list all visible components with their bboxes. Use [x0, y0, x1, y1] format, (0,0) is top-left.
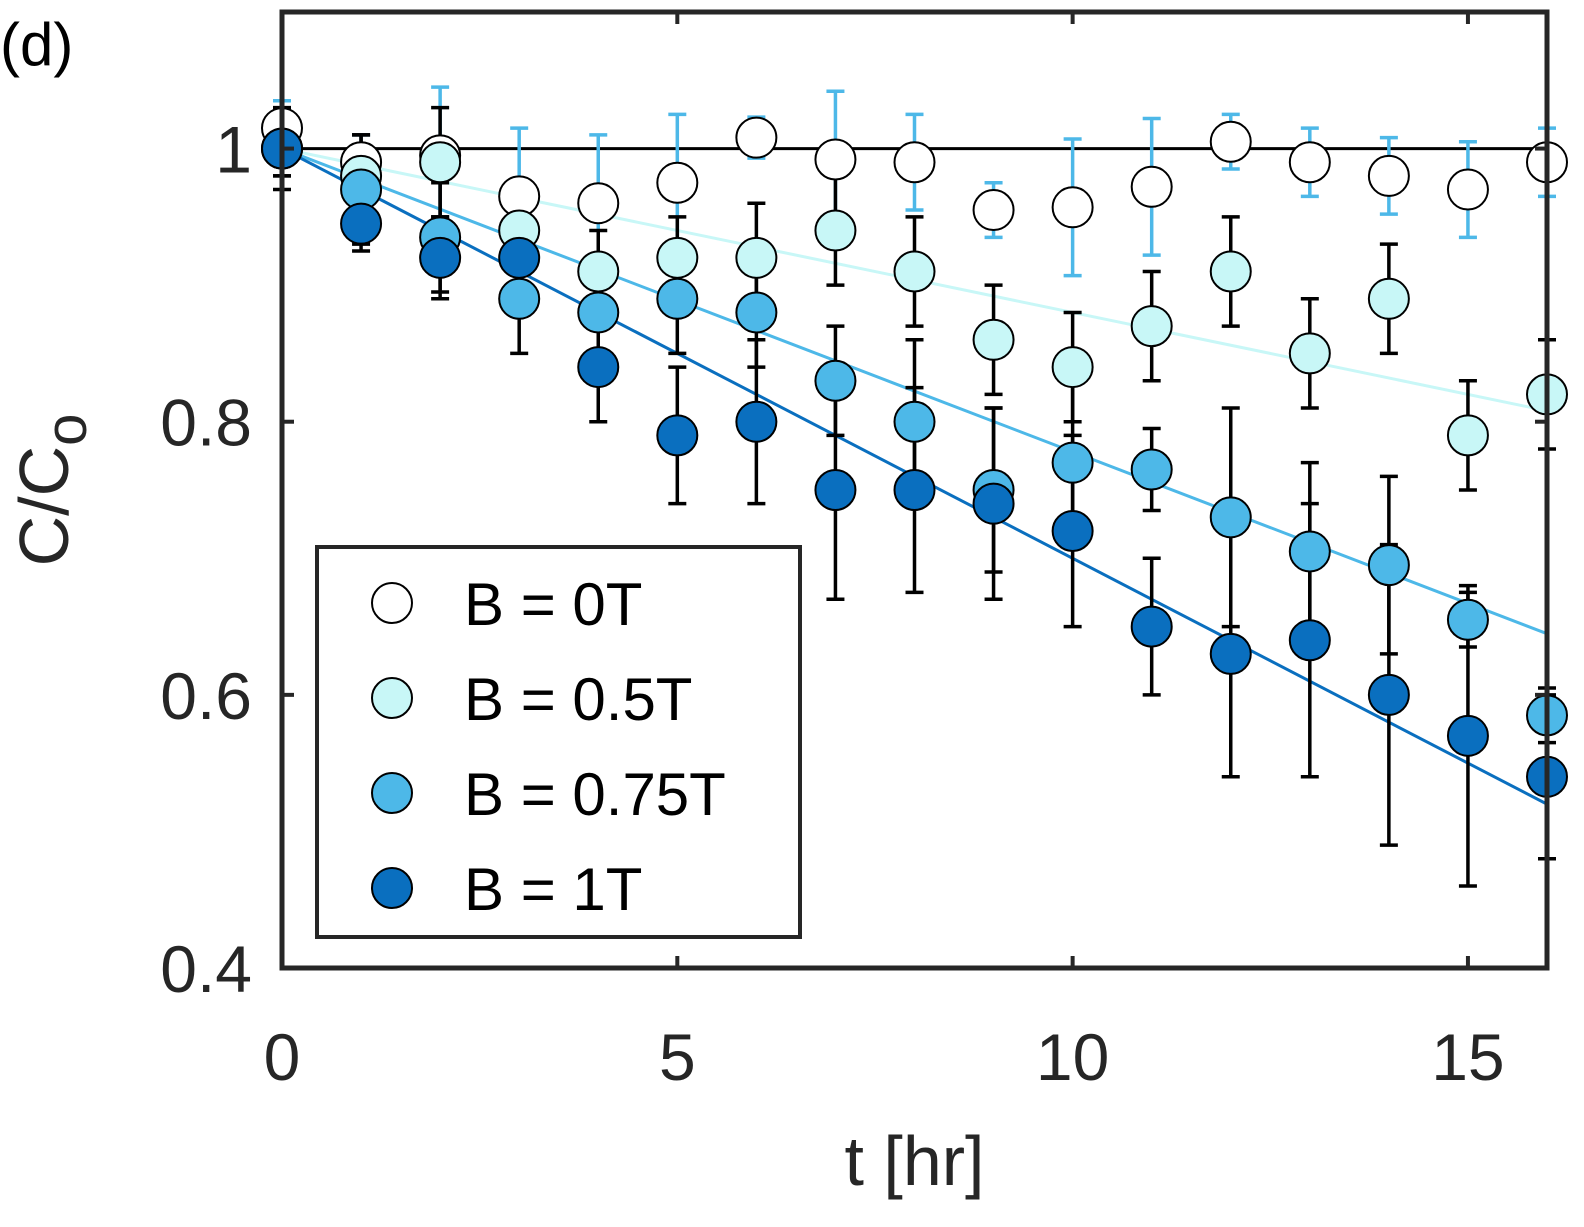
y-axis-label: C/Co — [5, 414, 99, 567]
data-point-series-3 — [577, 346, 620, 389]
x-axis-label: t [hr] — [844, 1122, 984, 1200]
data-point-series-2 — [1446, 598, 1489, 641]
data-point-series-1 — [735, 236, 778, 279]
data-point-series-1 — [1209, 250, 1252, 293]
legend-label-1: B = 0.5T — [464, 666, 692, 733]
y-tick-label: 0.6 — [160, 659, 252, 733]
data-point-series-2 — [1130, 448, 1173, 491]
data-point-series-0 — [656, 161, 699, 204]
y-tick-label: 0.8 — [160, 386, 252, 460]
legend-marker-2 — [371, 772, 413, 814]
x-tick-label: 15 — [1431, 1020, 1504, 1094]
data-point-series-3 — [419, 236, 462, 279]
panel-label: (d) — [0, 11, 73, 78]
data-point-series-2 — [1051, 441, 1094, 484]
data-point-series-1 — [577, 250, 620, 293]
legend-label-2: B = 0.75T — [464, 761, 726, 828]
data-point-series-3 — [1446, 714, 1489, 757]
legend-label-3: B = 1T — [464, 856, 642, 923]
data-point-series-0 — [893, 141, 936, 184]
data-point-series-3 — [1051, 509, 1094, 552]
data-point-series-3 — [1367, 673, 1410, 716]
data-point-series-3 — [893, 469, 936, 511]
data-point-series-0 — [1051, 186, 1094, 229]
y-axis-label-sub: o — [34, 414, 99, 446]
data-point-series-0 — [1367, 154, 1410, 197]
data-point-series-0 — [735, 116, 778, 159]
data-point-series-1 — [1288, 332, 1331, 375]
data-point-series-0 — [1288, 141, 1331, 184]
plot-frame — [279, 9, 1550, 971]
legend-label-0: B = 0T — [464, 571, 642, 638]
data-point-series-2 — [1367, 544, 1410, 587]
y-tick-label: 0.4 — [160, 932, 252, 1006]
legend-marker-3 — [371, 867, 413, 909]
legend-marker-1 — [371, 677, 413, 719]
data-point-series-2 — [735, 291, 778, 334]
x-tick-label: 0 — [264, 1020, 301, 1094]
data-point-series-0 — [1130, 165, 1173, 208]
y-tick-label: 1 — [215, 113, 252, 187]
data-point-series-3 — [498, 236, 541, 279]
y-ticks: 0.4 0.6 0.8 1 — [160, 113, 1547, 1006]
data-point-series-1 — [814, 209, 857, 252]
data-point-series-0 — [1209, 120, 1252, 163]
data-point-series-3 — [340, 202, 383, 245]
data-point-series-0 — [1446, 168, 1489, 211]
legend-marker-0 — [371, 582, 413, 624]
data-point-series-0 — [814, 138, 857, 181]
data-point-series-2 — [1288, 530, 1331, 573]
data-point-series-2 — [656, 277, 699, 320]
data-point-series-3 — [972, 482, 1015, 525]
data-point-series-2 — [814, 359, 857, 402]
data-point-series-1 — [656, 236, 699, 279]
data-point-series-2 — [893, 400, 936, 443]
data-point-series-3 — [1209, 632, 1252, 675]
data-point-series-1 — [972, 318, 1015, 361]
x-tick-label: 5 — [659, 1020, 696, 1094]
data-point-series-3 — [735, 400, 778, 443]
data-point-series-1 — [893, 250, 936, 293]
data-point-series-2 — [1209, 496, 1252, 539]
data-point-series-0 — [972, 189, 1015, 232]
x-tick-label: 10 — [1036, 1020, 1109, 1094]
data-point-series-0 — [577, 182, 620, 225]
data-point-series-3 — [814, 469, 857, 511]
plot-layer — [261, 85, 1568, 888]
data-point-series-2 — [577, 291, 620, 334]
data-point-series-2 — [498, 277, 541, 320]
data-point-series-3 — [1130, 605, 1173, 648]
data-point-series-3 — [1288, 619, 1331, 662]
data-point-series-1 — [1051, 346, 1094, 389]
data-point-series-1 — [1367, 277, 1410, 320]
data-point-series-1 — [1130, 305, 1173, 348]
y-axis-label-main: C/C — [5, 446, 83, 567]
legend-items: B = 0T B = 0.5T B = 0.75T B = 1T — [371, 571, 726, 923]
data-point-series-1 — [1446, 414, 1489, 457]
data-point-series-1 — [419, 141, 462, 184]
legend: B = 0T B = 0.5T B = 0.75T B = 1T — [315, 545, 802, 939]
data-point-series-3 — [656, 414, 699, 457]
